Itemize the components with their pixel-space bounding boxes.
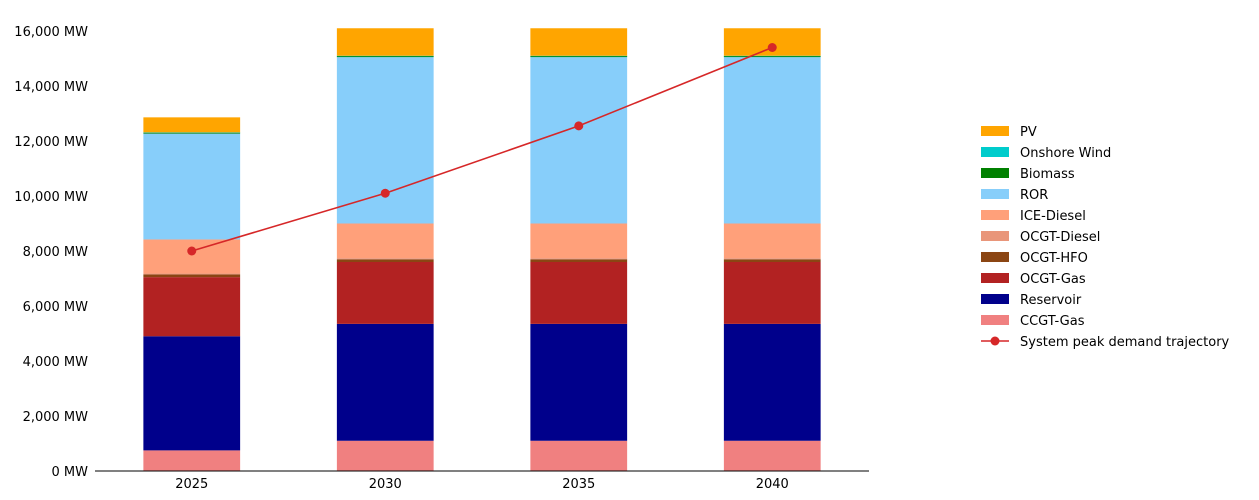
y-tick-label: 14,000 MW bbox=[14, 80, 88, 95]
x-tick-label: 2030 bbox=[369, 477, 402, 492]
bar-segment-ror-2025 bbox=[143, 133, 241, 240]
demand-point-2025 bbox=[187, 246, 197, 256]
y-tick-label: 6,000 MW bbox=[23, 300, 89, 315]
bar-segment-ocgt-gas-2035 bbox=[530, 262, 628, 324]
legend-label-reservoir: Reservoir bbox=[1020, 293, 1082, 308]
y-tick-label: 2,000 MW bbox=[23, 410, 89, 425]
bar-segment-ror-2030 bbox=[336, 57, 434, 224]
bar-segment-ice-diesel-2030 bbox=[336, 223, 434, 259]
legend-marker-system-peak-demand-trajectory bbox=[990, 336, 1000, 346]
legend-swatch-reservoir bbox=[981, 294, 1009, 304]
legend-swatch-ccgt-gas bbox=[981, 315, 1009, 325]
bar-segment-biomass-2040 bbox=[723, 56, 821, 58]
y-tick-label: 8,000 MW bbox=[23, 245, 89, 260]
legend-swatch-ocgt-gas bbox=[981, 273, 1009, 283]
bar-segment-onshore-wind-2035 bbox=[530, 55, 628, 57]
legend-swatch-ror bbox=[981, 189, 1009, 199]
y-tick-label: 16,000 MW bbox=[14, 25, 88, 40]
bar-segment-ccgt-gas-2035 bbox=[530, 440, 628, 471]
bar-segment-biomass-2030 bbox=[336, 56, 434, 58]
bar-segment-ror-2035 bbox=[530, 57, 628, 224]
legend-swatch-ice-diesel bbox=[981, 210, 1009, 220]
bar-segment-ocgt-hfo-2025 bbox=[143, 274, 241, 278]
bar-segment-ocgt-hfo-2030 bbox=[336, 259, 434, 262]
demand-line bbox=[191, 46, 773, 252]
bar-segment-ccgt-gas-2030 bbox=[336, 440, 434, 471]
y-tick-label: 10,000 MW bbox=[14, 190, 88, 205]
bar-segment-reservoir-2035 bbox=[530, 323, 628, 441]
bar-segment-onshore-wind-2030 bbox=[336, 55, 434, 57]
bar-segment-reservoir-2030 bbox=[336, 323, 434, 441]
bar-segment-ice-diesel-2035 bbox=[530, 223, 628, 259]
axes-group: 0 MW 2,000 MW 4,000 MW 6,000 MW 8,000 MW 10,0… bbox=[14, 25, 869, 492]
legend-label-ice-diesel: ICE-Diesel bbox=[1020, 209, 1086, 224]
bar-segment-ocgt-gas-2030 bbox=[336, 262, 434, 324]
bar-segment-ccgt-gas-2040 bbox=[723, 440, 821, 471]
bar-segment-ocgt-hfo-2035 bbox=[530, 259, 628, 262]
legend: PV Onshore Wind Biomass ROR ICE-Diesel OCGT-D… bbox=[981, 125, 1230, 350]
demand-point-2030 bbox=[380, 188, 390, 198]
bar-segment-biomass-2025 bbox=[143, 132, 241, 134]
x-tick-label: 2035 bbox=[562, 477, 595, 492]
x-tick-label: 2025 bbox=[175, 477, 208, 492]
bar-segment-reservoir-2025 bbox=[143, 336, 241, 451]
legend-swatch-biomass bbox=[981, 168, 1009, 178]
legend-label-ror: ROR bbox=[1020, 188, 1048, 203]
legend-swatch-ocgt-diesel bbox=[981, 231, 1009, 241]
legend-label-ocgt-hfo: OCGT-HFO bbox=[1020, 251, 1088, 266]
bar-segment-ror-2040 bbox=[723, 57, 821, 224]
legend-label-pv: PV bbox=[1020, 125, 1037, 140]
legend-label-ocgt-diesel: OCGT-Diesel bbox=[1020, 230, 1100, 245]
bar-segment-onshore-wind-2040 bbox=[723, 55, 821, 57]
legend-label-ccgt-gas: CCGT-Gas bbox=[1020, 314, 1085, 329]
bar-segment-reservoir-2040 bbox=[723, 323, 821, 441]
demand-line-group bbox=[187, 43, 777, 256]
y-tick-label: 4,000 MW bbox=[23, 355, 89, 370]
bar-segment-ccgt-gas-2025 bbox=[143, 450, 241, 472]
bar-segment-ocgt-gas-2025 bbox=[143, 277, 241, 337]
y-tick-label: 12,000 MW bbox=[14, 135, 88, 150]
legend-label-biomass: Biomass bbox=[1020, 167, 1075, 182]
legend-swatch-pv bbox=[981, 126, 1009, 136]
bar-segment-ocgt-diesel-2025 bbox=[143, 273, 241, 275]
legend-swatch-ocgt-hfo bbox=[981, 252, 1009, 262]
bar-segment-ocgt-diesel-2035 bbox=[530, 258, 628, 260]
bar-segment-ice-diesel-2025 bbox=[143, 239, 241, 274]
bar-segment-ocgt-diesel-2030 bbox=[336, 258, 434, 260]
bar-segment-ocgt-hfo-2040 bbox=[723, 259, 821, 262]
x-tick-label: 2040 bbox=[756, 477, 789, 492]
bar-segment-pv-2025 bbox=[143, 117, 241, 133]
bar-segment-biomass-2035 bbox=[530, 56, 628, 58]
y-tick-label: 0 MW bbox=[52, 465, 89, 480]
legend-swatch-onshore-wind bbox=[981, 147, 1009, 157]
bar-segment-onshore-wind-2025 bbox=[143, 132, 241, 133]
bar-segment-pv-2035 bbox=[530, 28, 628, 56]
legend-label-ocgt-gas: OCGT-Gas bbox=[1020, 272, 1086, 287]
legend-label-onshore-wind: Onshore Wind bbox=[1020, 146, 1111, 161]
bar-segment-ocgt-diesel-2040 bbox=[723, 258, 821, 260]
bar-segment-ice-diesel-2040 bbox=[723, 223, 821, 259]
bars-group bbox=[143, 28, 821, 472]
legend-label-system-peak-demand-trajectory: System peak demand trajectory bbox=[1020, 335, 1230, 350]
bar-segment-pv-2030 bbox=[336, 28, 434, 56]
bar-segment-ocgt-gas-2040 bbox=[723, 262, 821, 324]
demand-point-2035 bbox=[574, 121, 584, 131]
demand-point-2040 bbox=[767, 43, 777, 52]
